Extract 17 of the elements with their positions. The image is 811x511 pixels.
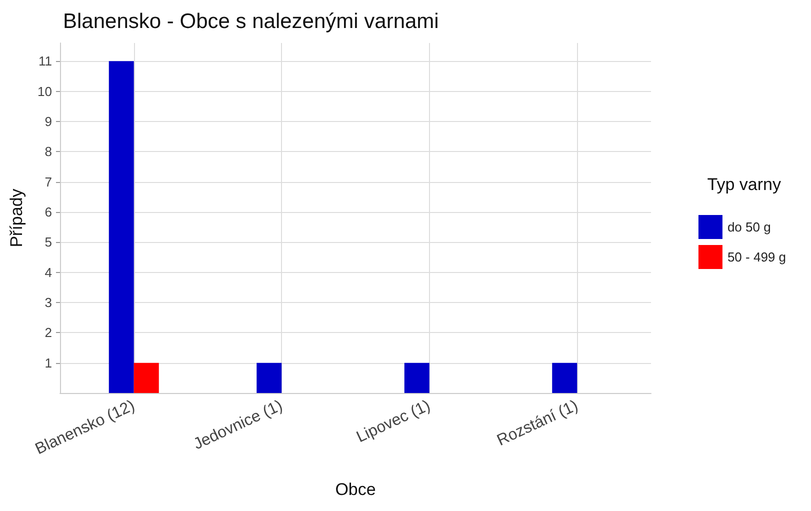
x-axis-title: Obce [335, 480, 376, 499]
legend-label: do 50 g [727, 220, 771, 234]
y-tick-label: 7 [44, 174, 52, 190]
y-tick-label: 9 [44, 114, 52, 129]
y-tick-label: 4 [44, 264, 52, 280]
y-tick-label: 1 [44, 355, 52, 370]
y-tick-label: 2 [44, 325, 52, 340]
legend-label: 50 - 499 g [727, 250, 786, 264]
legend-title: Typ varny [707, 175, 782, 194]
y-tick-label: 3 [44, 294, 52, 310]
y-tick-label: 11 [38, 54, 52, 69]
y-tick-label: 5 [44, 234, 52, 250]
y-tick-label: 8 [44, 144, 52, 160]
y-axis-title: Případy [7, 188, 26, 248]
chart-title: Blanensko - Obce s nalezenými varnami [63, 10, 439, 33]
y-tick-label: 6 [44, 204, 52, 220]
y-tick-label: 10 [38, 84, 52, 99]
